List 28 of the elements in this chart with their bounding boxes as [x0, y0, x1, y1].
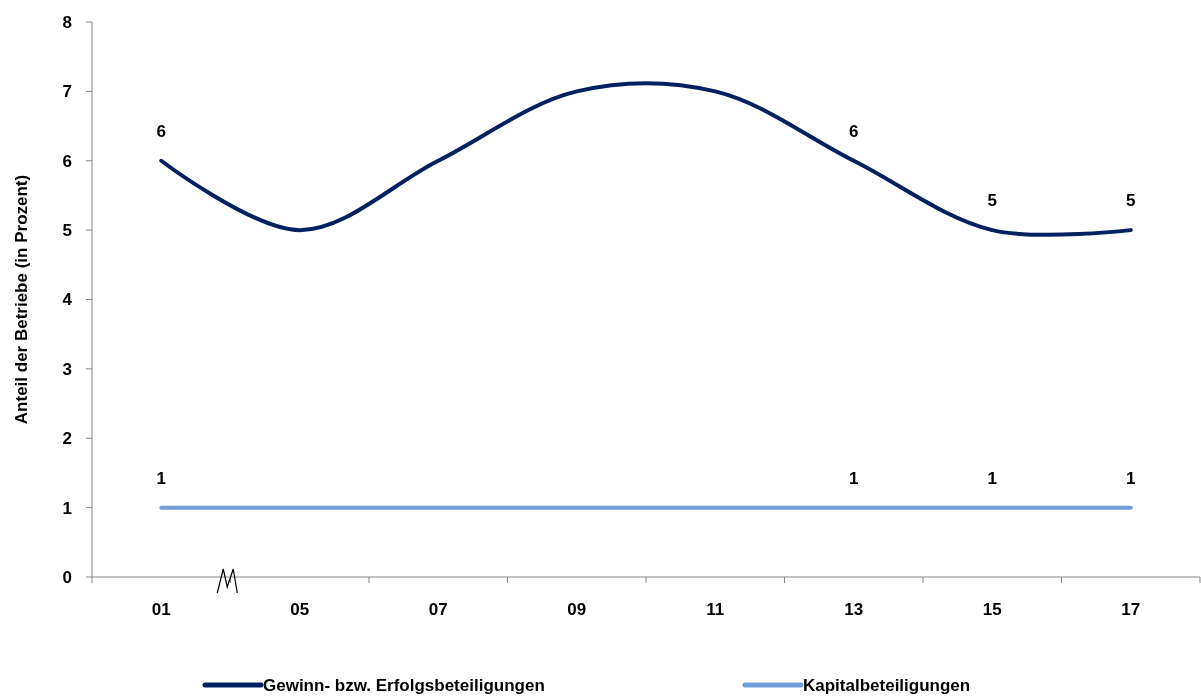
- x-tick-label: 01: [151, 600, 171, 619]
- legend-label: Kapitalbeteiligungen: [803, 675, 971, 695]
- y-tick-label: 1: [62, 498, 72, 518]
- y-tick-label: 7: [62, 82, 72, 102]
- data-label: 5: [987, 191, 997, 211]
- data-label: 5: [1126, 191, 1136, 211]
- y-tick-label: 5: [62, 221, 72, 241]
- y-tick-label: 4: [62, 290, 73, 310]
- data-label: 6: [849, 121, 859, 141]
- data-label: 1: [1126, 468, 1136, 488]
- x-tick-label: 07: [428, 600, 448, 619]
- data-label: 1: [849, 468, 859, 488]
- y-tick-label: 8: [62, 12, 72, 32]
- y-tick-label: 6: [62, 151, 72, 171]
- data-label: 1: [156, 468, 166, 488]
- x-tick-label: 11: [706, 600, 725, 619]
- y-tick-label: 2: [62, 429, 72, 449]
- data-label: 6: [156, 121, 166, 141]
- y-tick-label: 3: [62, 359, 72, 379]
- x-tick-label: 05: [290, 600, 310, 619]
- legend-label: Gewinn- bzw. Erfolgsbeteiligungen: [263, 675, 545, 695]
- y-axis-title: Anteil der Betriebe (in Prozent): [12, 174, 31, 425]
- x-tick-label: 17: [1121, 600, 1141, 619]
- x-tick-label: 13: [844, 600, 864, 619]
- data-label: 1: [987, 468, 997, 488]
- y-tick-label: 0: [62, 567, 72, 587]
- x-tick-label: 09: [567, 600, 587, 619]
- x-tick-label: 15: [982, 600, 1002, 619]
